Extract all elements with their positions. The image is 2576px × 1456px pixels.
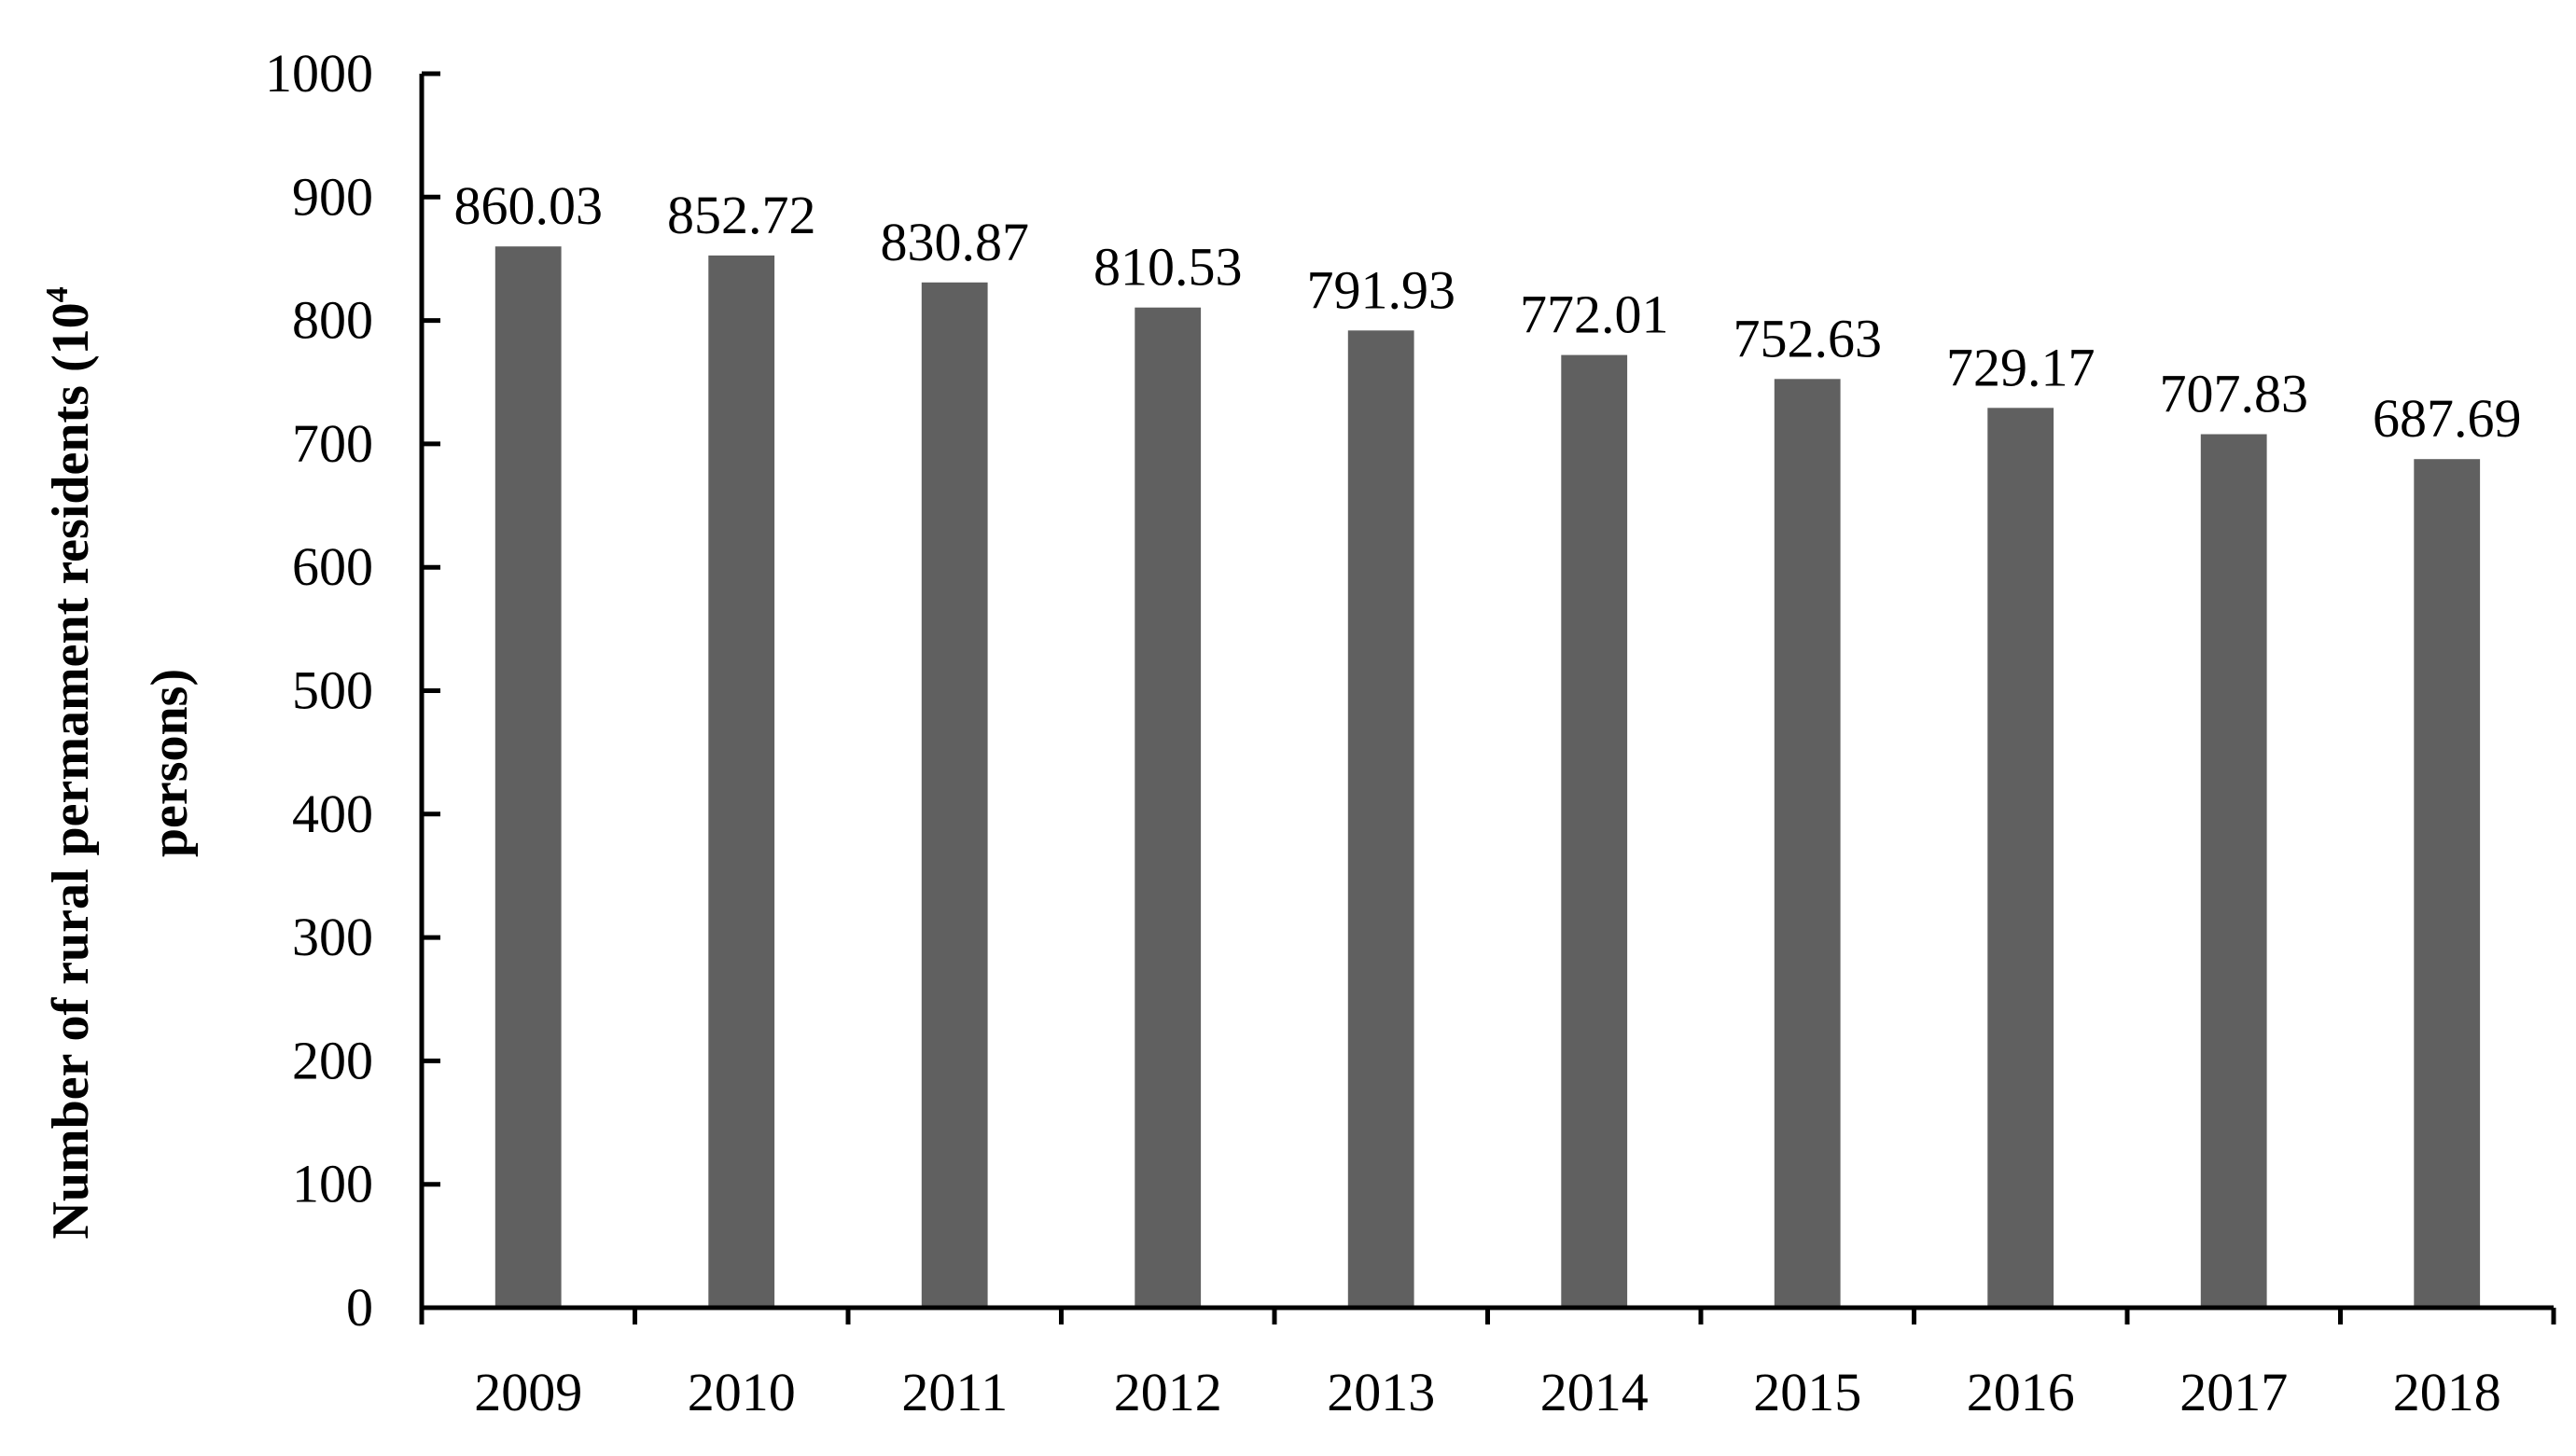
y-tick-label-0: 0	[346, 1277, 373, 1338]
y-tick-label-200: 200	[292, 1030, 373, 1090]
data-label-2010: 852.72	[667, 185, 816, 245]
data-label-2012: 810.53	[1093, 237, 1243, 298]
bar-2014	[1561, 354, 1628, 1309]
y-tick-label-300: 300	[292, 907, 373, 967]
bar-2012	[1135, 307, 1202, 1309]
x-tick-label-2010: 2010	[688, 1362, 796, 1422]
bars-group	[494, 246, 2481, 1309]
svg-text:Number of rural permament resi: Number of rural permament residents (104	[40, 286, 100, 1239]
x-tick-label-2013: 2013	[1327, 1362, 1435, 1422]
x-tick-labels: 2009 2010 2011 2012 2013 2014 2015 2016 2017 2018	[474, 1362, 2501, 1422]
data-label-2009: 860.03	[454, 175, 604, 236]
x-tick-label-2015: 2015	[1753, 1362, 1861, 1422]
y-axis-title-superscript: 4	[40, 286, 75, 302]
data-label-2016: 729.17	[1946, 337, 2096, 397]
x-tick-label-2016: 2016	[1967, 1362, 2075, 1422]
y-tick-labels: 0 100 200 300 400 500 600 700 800 900 1000	[265, 43, 373, 1338]
data-label-2018: 687.69	[2373, 388, 2522, 449]
bar-2009	[494, 246, 562, 1309]
y-tick-label-1000: 1000	[265, 43, 373, 104]
y-tick-label-700: 700	[292, 413, 373, 474]
x-tick-label-2011: 2011	[901, 1362, 1008, 1422]
y-tick-label-100: 100	[292, 1154, 373, 1214]
bar-2018	[2414, 459, 2481, 1308]
bar-2013	[1347, 330, 1414, 1308]
data-label-2017: 707.83	[2160, 364, 2309, 424]
y-tick-label-500: 500	[292, 660, 373, 721]
bar-2017	[2200, 434, 2267, 1308]
data-labels-group: 860.03 852.72 830.87 810.53 791.93 772.01 752.…	[454, 175, 2522, 449]
bar-2010	[708, 255, 775, 1308]
x-tick-label-2012: 2012	[1114, 1362, 1222, 1422]
x-tick-label-2014: 2014	[1540, 1362, 1649, 1422]
data-label-2015: 752.63	[1734, 308, 1883, 368]
data-label-2014: 772.01	[1520, 284, 1669, 345]
y-axis-title-line2: persons)	[141, 669, 199, 857]
x-tick-label-2018: 2018	[2393, 1362, 2501, 1422]
y-tick-label-400: 400	[292, 783, 373, 844]
x-tick-label-2009: 2009	[474, 1362, 582, 1422]
y-axis-title-line1: Number of rural permament residents (10	[42, 302, 100, 1239]
y-tick-label-600: 600	[292, 536, 373, 597]
bar-2015	[1774, 379, 1841, 1308]
bar-2016	[1987, 408, 2054, 1308]
y-axis-title: Number of rural permament residents (104…	[40, 286, 199, 1239]
data-label-2011: 830.87	[881, 212, 1030, 272]
y-tick-label-800: 800	[292, 290, 373, 351]
bar-2011	[921, 282, 988, 1308]
data-label-2013: 791.93	[1307, 259, 1456, 320]
x-tick-label-2017: 2017	[2179, 1362, 2288, 1422]
y-tick-label-900: 900	[292, 166, 373, 227]
axes-group	[419, 71, 2556, 1324]
